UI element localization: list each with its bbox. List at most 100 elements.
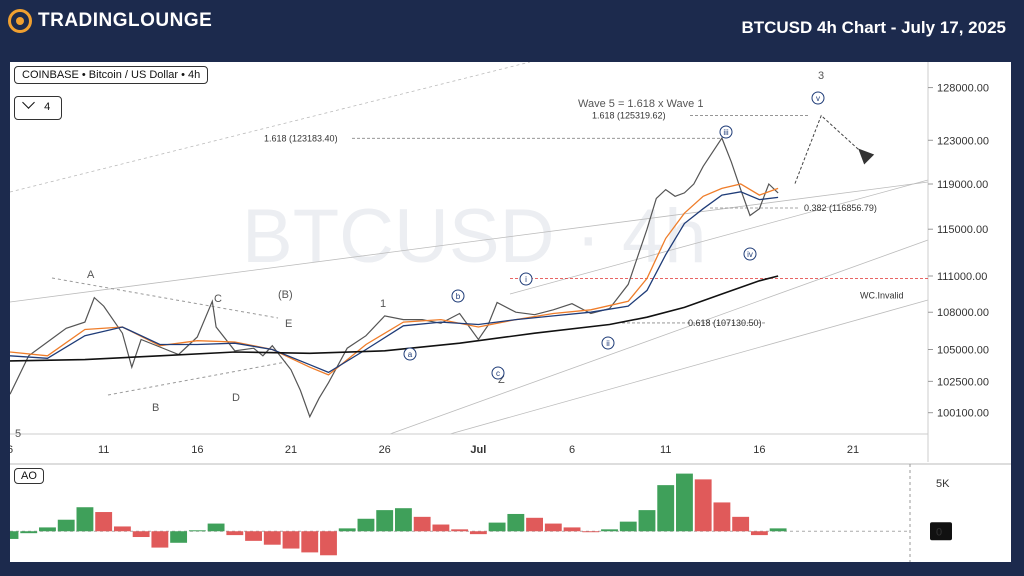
ao-bar (469, 531, 487, 535)
ao-bar (563, 527, 581, 532)
wave-label-d: D (232, 392, 240, 404)
symbol-legend-label: COINBASE • Bitcoin / US Dollar • 4h (22, 69, 201, 81)
wave-label-v: v (816, 94, 820, 103)
price-tick-label: 102500.00 (937, 376, 989, 388)
wave-label-1: 1 (380, 298, 386, 310)
ao-bar (357, 518, 375, 532)
ao-bar (263, 531, 281, 545)
ao-bar (582, 531, 600, 533)
projection-arrowhead (858, 148, 875, 165)
wave-label-e: E (285, 318, 292, 330)
ao-bar (226, 531, 244, 536)
wave-circle-iv (743, 247, 757, 261)
fib-label-123183: 1.618 (123183.40) (264, 133, 338, 143)
ao-tick-label: 5K (936, 478, 950, 490)
slow-ma-line (10, 275, 779, 362)
time-tick-label: 16 (191, 444, 203, 456)
chart-canvas[interactable]: BTCUSD · 4h128000.00123000.00119000.0011… (10, 62, 1011, 562)
wave-circle-b (451, 289, 465, 303)
fib-label-107130: 0.618 (107130.50) (688, 318, 762, 328)
wave-circle-iii (719, 125, 733, 139)
ao-bar (488, 522, 506, 532)
wave-label-c: c (496, 369, 500, 378)
ao-bar (601, 529, 618, 532)
ao-bar (95, 512, 113, 532)
fib-label-125319: 1.618 (125319.62) (592, 111, 666, 121)
channel-line (449, 299, 929, 435)
ao-bar (432, 524, 450, 532)
wave-label-a: A (87, 269, 95, 281)
ao-bar (657, 485, 675, 532)
ao-bar (245, 531, 262, 541)
wave-label-b-orange: (B) (278, 289, 293, 301)
ao-bar (132, 531, 150, 538)
time-tick-label: 21 (285, 444, 297, 456)
ao-bar (282, 531, 300, 549)
time-tick-label: 6 (10, 444, 13, 456)
chart-watermark: BTCUSD · 4h (242, 194, 707, 279)
projection-path (794, 114, 867, 184)
wave-5-target-note: Wave 5 = 1.618 x Wave 1 (578, 98, 703, 110)
ao-bar (320, 531, 337, 556)
ao-bar (769, 528, 787, 532)
chevron-down-icon[interactable] (22, 96, 35, 109)
ao-bar (394, 508, 412, 532)
ao-bar (676, 473, 693, 532)
price-series-line (10, 136, 779, 419)
ao-bar (188, 530, 206, 532)
ao-bar (638, 510, 656, 532)
header-bar: TRADINGLOUNGE BTCUSD 4h Chart - July 17,… (0, 0, 1024, 58)
ao-bar (57, 519, 75, 532)
ao-bar (39, 527, 56, 532)
ao-label-text: AO (21, 470, 37, 482)
ao-bar (113, 526, 131, 532)
time-tick-label: 26 (379, 444, 391, 456)
ao-bar (694, 479, 712, 532)
time-tick-label: 6 (569, 444, 575, 456)
price-tick-label: 119000.00 (937, 179, 988, 191)
ao-bar (338, 528, 356, 532)
wave-label-b: b (456, 292, 461, 301)
medium-ma-line (10, 191, 779, 374)
ao-bar (732, 516, 750, 532)
ao-bar (544, 523, 562, 532)
price-tick-label: 128000.00 (937, 83, 989, 95)
ao-indicator-label[interactable]: AO (14, 468, 44, 484)
ao-bar (207, 523, 225, 532)
ao-bar (451, 529, 469, 532)
symbol-legend[interactable]: COINBASE • Bitcoin / US Dollar • 4h (14, 66, 209, 84)
ao-bar (750, 531, 768, 536)
wave-circle-c (491, 366, 505, 380)
ao-bar (170, 531, 188, 543)
channel-line (10, 181, 929, 303)
channel-line (509, 179, 929, 295)
ao-bar (413, 516, 431, 532)
ao-bar (151, 531, 169, 548)
price-tick-label: 111000.00 (937, 271, 987, 283)
indicator-count: 4 (44, 101, 51, 113)
triangle-upper-line (51, 277, 279, 319)
wave-label-i: i (525, 275, 527, 284)
ao-tick-label: 0 (936, 526, 942, 538)
indicator-toggle[interactable]: 4 (14, 96, 62, 120)
wave-label-iii: iii (723, 128, 729, 137)
ao-bar (507, 513, 525, 532)
logo-icon (8, 9, 32, 33)
wave-label-a: a (408, 350, 413, 359)
ao-bar (376, 510, 394, 532)
ao-bar (76, 507, 94, 532)
triangle-lower-line (107, 361, 287, 396)
wave-label-ii: ii (606, 339, 610, 348)
wave-label-iv: iv (747, 250, 753, 259)
time-tick-label: 16 (753, 444, 765, 456)
time-tick-label: Jul (470, 444, 486, 456)
price-tick-label: 115000.00 (937, 224, 988, 236)
channel-line (10, 62, 531, 193)
brand-logo: TRADINGLOUNGE (38, 10, 213, 31)
wave-label-b: B (152, 402, 159, 414)
chart-frame: BTCUSD · 4h 128000.00 123000.00 119000.00 11… (10, 62, 1011, 562)
time-tick-label: 11 (660, 444, 671, 456)
price-tick-label: 105000.00 (937, 344, 989, 356)
wave-circle-i (519, 272, 533, 286)
price-tick-label: 123000.00 (937, 135, 989, 147)
